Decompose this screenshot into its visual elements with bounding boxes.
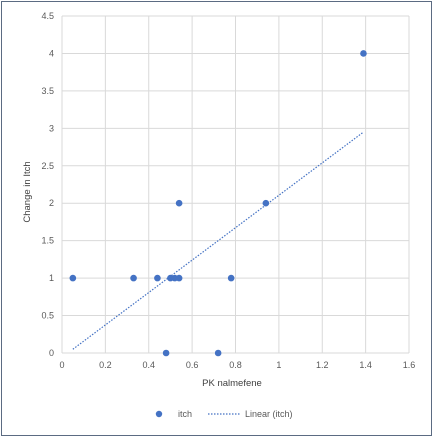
data-point [162,349,170,357]
x-tick-label: 0.8 [229,360,242,370]
y-tick-label: 0 [49,348,54,358]
y-tick-label: 2 [49,198,54,208]
legend: itch Linear (itch) [155,409,293,419]
x-tick-label: 0.2 [99,360,112,370]
y-tick-label: 3.5 [41,86,54,96]
legend-label-itch: itch [178,409,192,419]
x-tick-label: 0.6 [186,360,199,370]
y-tick-label: 3 [49,123,54,133]
data-point [214,349,222,357]
x-tick-label: 0 [59,360,64,370]
data-point [69,274,77,282]
x-tick-label: 1.4 [359,360,372,370]
y-tick-label: 2.5 [41,161,54,171]
data-point [227,274,235,282]
y-tick-label: 1.5 [41,236,54,246]
trendline-group [72,131,364,350]
data-point [154,274,161,282]
data-point [360,50,367,57]
grid-lines [61,15,410,354]
x-axis-title: PK nalmefene [202,378,262,389]
x-tick-label: 1.6 [403,360,416,370]
y-tick-label: 4 [49,48,54,58]
y-axis-ticks: 0 0.5 1 1.5 2 2.5 3 3.5 4 4.5 [41,11,54,358]
data-point [130,274,137,282]
legend-marker-itch [155,410,163,418]
data-points [69,50,367,357]
x-tick-label: 0.4 [142,360,155,370]
data-point [175,274,183,282]
legend-label-trendline: Linear (itch) [245,409,293,419]
y-tick-label: 1 [49,273,54,283]
x-tick-label: 1 [276,360,281,370]
data-point [175,199,183,207]
x-axis-ticks: 0 0.2 0.4 0.6 0.8 1 1.2 1.4 1.6 [59,360,415,370]
y-tick-label: 4.5 [41,11,54,21]
y-tick-label: 0.5 [41,311,54,321]
y-axis-title: Change in Itch [22,161,33,222]
trendline [72,131,364,350]
x-tick-label: 1.2 [316,360,329,370]
data-point [262,199,270,207]
